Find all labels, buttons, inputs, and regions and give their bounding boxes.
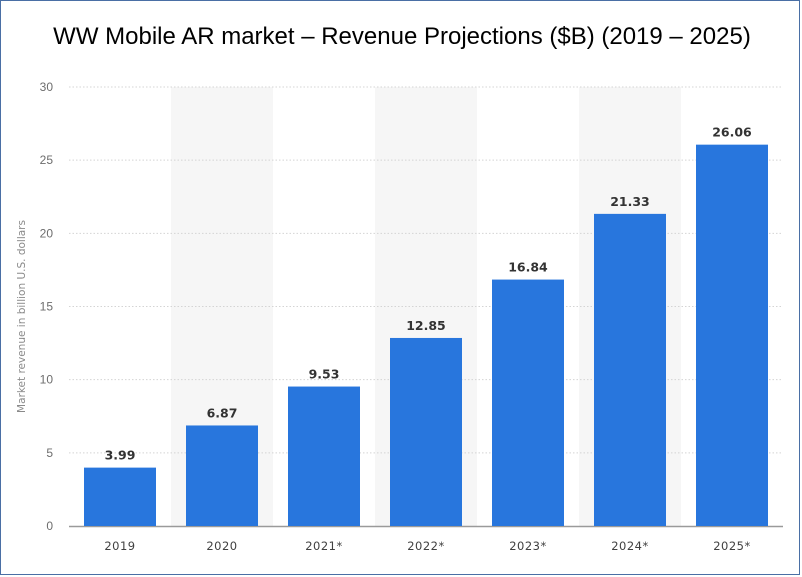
y-tick-label: 0: [46, 519, 53, 533]
x-tick-label: 2023*: [509, 539, 547, 553]
data-label: 12.85: [406, 318, 446, 333]
y-tick-label: 20: [40, 226, 54, 240]
x-axis-ticks: 2019 2020 2021* 2022* 2023* 2024* 2025*: [104, 539, 750, 553]
y-tick-label: 5: [46, 446, 53, 460]
x-tick-label: 2024*: [611, 539, 649, 553]
y-tick-label: 10: [40, 373, 54, 387]
y-axis-label: Market revenue in billion U.S. dollars: [16, 220, 28, 413]
y-axis-ticks: 0 5 10 15 20 25 30: [40, 80, 54, 533]
bar: [186, 425, 258, 526]
data-label: 9.53: [309, 367, 340, 382]
data-label: 26.06: [712, 125, 752, 140]
data-label: 21.33: [610, 194, 650, 209]
chart-title: WW Mobile AR market – Revenue Projection…: [53, 23, 751, 50]
y-tick-label: 30: [40, 80, 54, 94]
x-tick-label: 2025*: [713, 539, 751, 553]
x-tick-label: 2019: [104, 539, 135, 553]
data-labels: 3.99 6.87 9.53 12.85 16.84 21.33 26.06: [105, 125, 752, 463]
bar: [390, 337, 462, 526]
x-tick-label: 2022*: [407, 539, 445, 553]
bar: [84, 467, 156, 526]
y-tick-label: 15: [40, 300, 54, 314]
bars: [84, 144, 768, 526]
data-label: 3.99: [105, 448, 136, 463]
bar: [594, 213, 666, 526]
x-tick-label: 2020: [206, 539, 237, 553]
y-tick-label: 25: [40, 153, 54, 167]
data-label: 16.84: [508, 260, 548, 275]
bar: [288, 386, 360, 526]
bar: [696, 144, 768, 526]
data-label: 6.87: [207, 405, 238, 420]
bar: [492, 279, 564, 526]
x-tick-label: 2021*: [305, 539, 343, 553]
